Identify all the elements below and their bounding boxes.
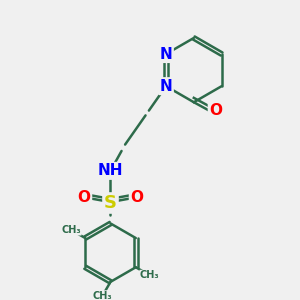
Text: N: N [160,46,172,62]
Text: CH₃: CH₃ [61,225,81,235]
Text: N: N [160,79,172,94]
Text: O: O [78,190,91,205]
Text: CH₃: CH₃ [140,270,160,280]
Text: NH: NH [98,164,123,178]
Text: O: O [209,103,222,118]
Text: S: S [104,194,117,212]
Text: CH₃: CH₃ [93,291,112,300]
Text: O: O [130,190,143,205]
